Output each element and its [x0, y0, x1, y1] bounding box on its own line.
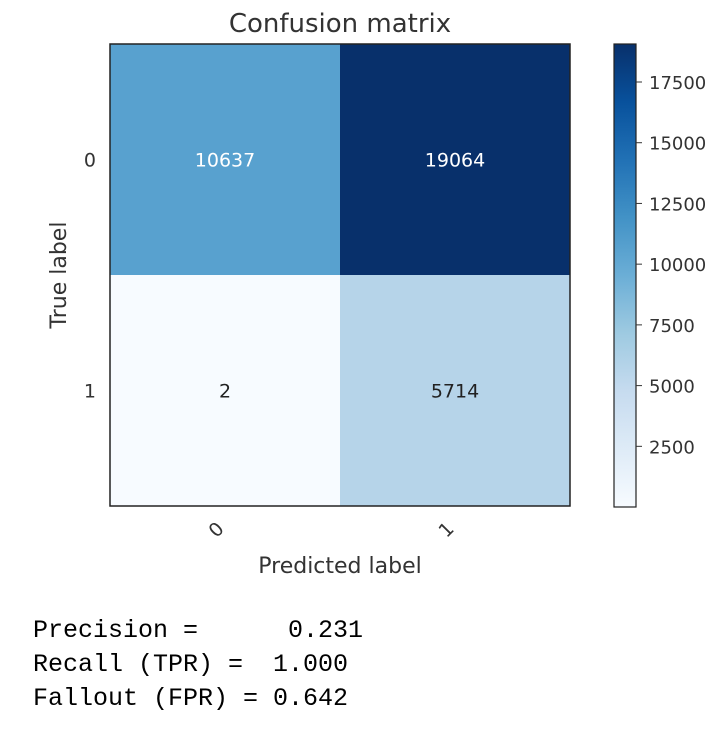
- recall-line: Recall (TPR) = 1.000: [33, 650, 349, 679]
- heatmap-cell: [340, 44, 570, 275]
- colorbar-tick-label: 7500: [649, 316, 695, 337]
- x-tick-label: 0: [204, 518, 228, 542]
- metrics-output: Precision = 0.231 Recall (TPR) = 1.000 F…: [33, 614, 363, 716]
- colorbar-tick-label: 12500: [649, 194, 706, 215]
- heatmap-cell: [110, 275, 340, 506]
- fallout-line: Fallout (FPR) = 0.642: [33, 684, 349, 713]
- cell-value-label: 2: [219, 381, 231, 403]
- y-axis-label: True label: [47, 222, 72, 330]
- colorbar-tick-label: 17500: [649, 73, 706, 94]
- colorbar: [613, 43, 637, 508]
- colorbar-tick-label: 5000: [649, 377, 695, 398]
- plot-frame: [109, 43, 571, 507]
- colorbar-ticks: 2500 5000 7500 10000 12500 15000 17500: [636, 73, 706, 458]
- x-axis-label: Predicted label: [258, 554, 421, 579]
- cell-value-label: 10637: [195, 150, 255, 172]
- colorbar-tick-label: 10000: [649, 255, 706, 276]
- heatmap-cells: 10637 19064 2 5714: [110, 44, 570, 506]
- cell-value-label: 19064: [425, 150, 485, 172]
- heatmap-cell: [340, 275, 570, 506]
- y-tick-labels: 01: [84, 150, 96, 403]
- y-tick-label: 1: [84, 381, 96, 403]
- precision-line: Precision = 0.231: [33, 616, 364, 645]
- chart-title: Confusion matrix: [229, 9, 451, 39]
- x-tick-label: 1: [434, 518, 458, 542]
- heatmap-cell: [110, 44, 340, 275]
- cell-value-label: 5714: [431, 381, 479, 403]
- colorbar-tick-label: 15000: [649, 134, 706, 155]
- y-tick-label: 0: [84, 150, 96, 172]
- colorbar-tick-label: 2500: [649, 437, 695, 458]
